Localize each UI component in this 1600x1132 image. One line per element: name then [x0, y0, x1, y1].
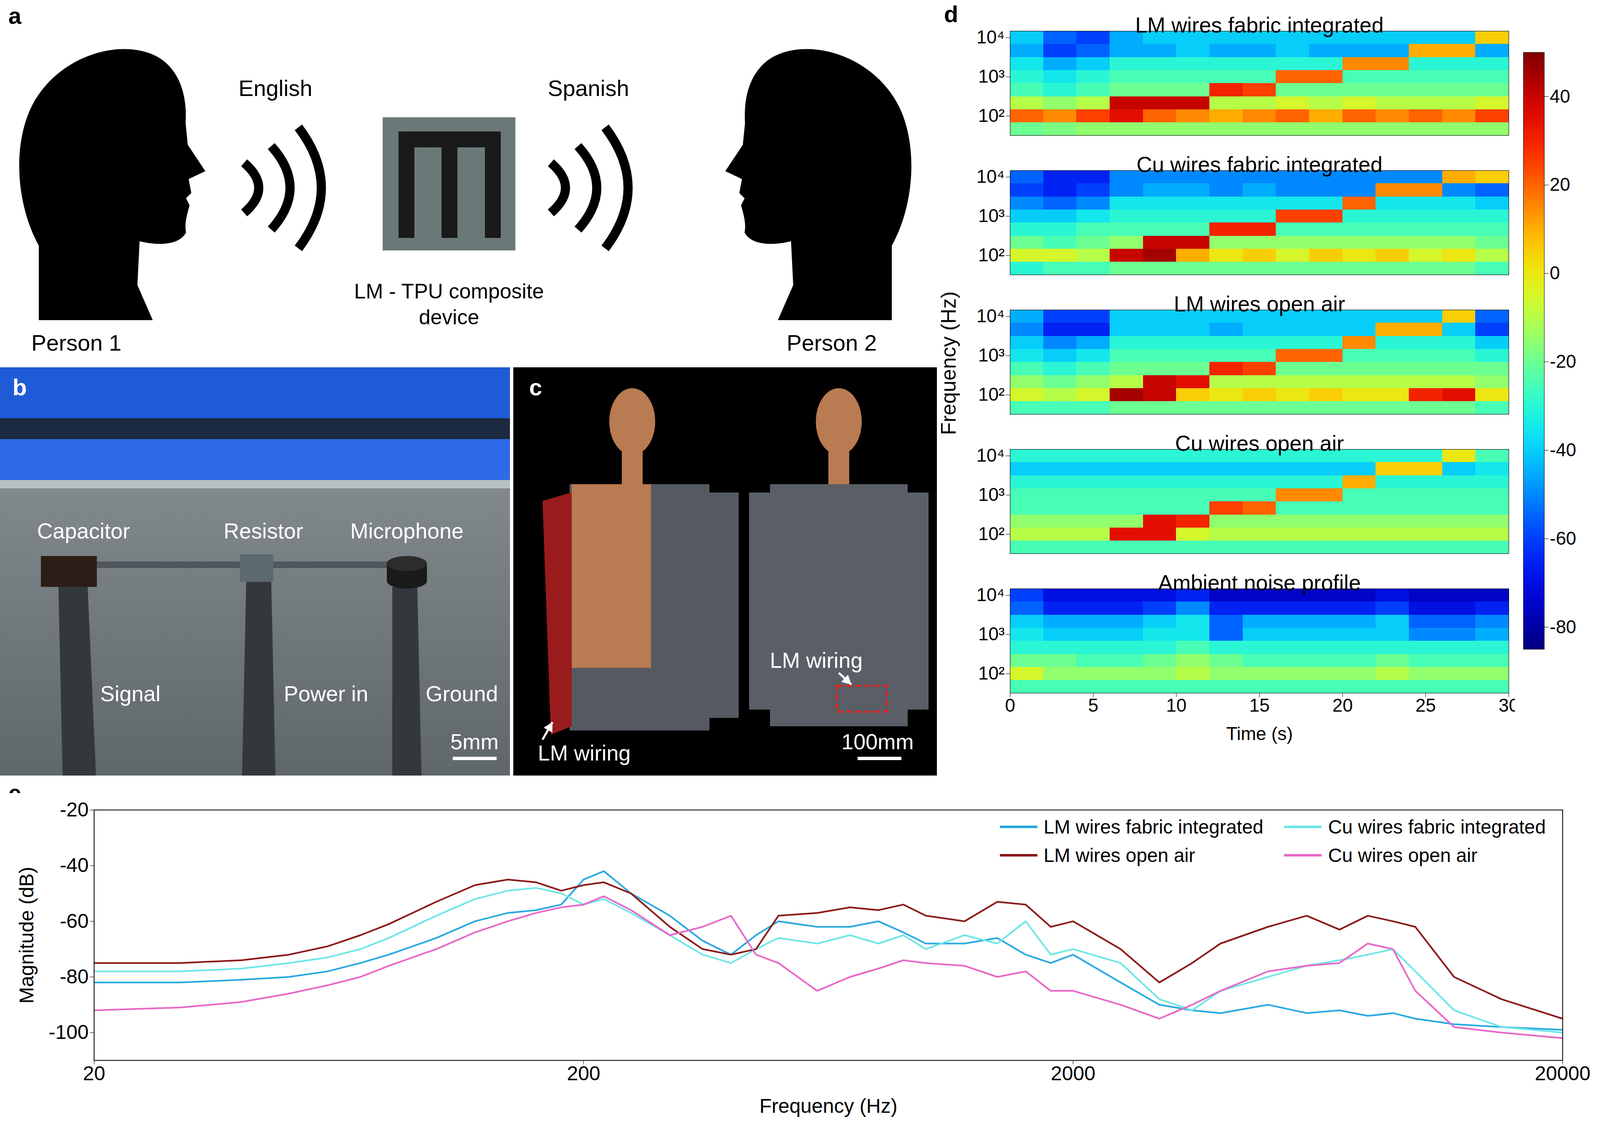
svg-text:-20: -20 [59, 798, 89, 821]
svg-text:10³: 10³ [978, 484, 1005, 505]
svg-text:10⁴: 10⁴ [976, 305, 1005, 326]
html-text:c: c [529, 373, 543, 401]
html-text:b: b [12, 373, 27, 401]
svg-text:LM - TPU compositedevice: LM - TPU compositedevice [354, 279, 545, 329]
svg-text:English: English [238, 75, 313, 101]
svg-text:LM wiring: LM wiring [537, 740, 631, 765]
svg-text:20: 20 [1332, 694, 1353, 716]
svg-text:5: 5 [1087, 694, 1098, 716]
svg-text:-20: -20 [1549, 350, 1577, 372]
html-text:a: a [8, 2, 22, 29]
svg-text:Cu wires open air: Cu wires open air [1175, 431, 1345, 456]
svg-text:10²: 10² [978, 105, 1005, 126]
svg-text:10³: 10³ [978, 344, 1005, 366]
svg-text:Magnitude (dB): Magnitude (dB) [15, 866, 38, 1004]
svg-text:20: 20 [1549, 174, 1571, 195]
svg-text:Person 1: Person 1 [31, 330, 122, 356]
svg-text:-60: -60 [59, 909, 89, 932]
svg-text:10²: 10² [978, 383, 1005, 405]
svg-text:25: 25 [1415, 694, 1436, 716]
html-text:e: e [8, 779, 22, 806]
svg-text:10: 10 [1165, 694, 1187, 716]
svg-text:0: 0 [1004, 694, 1015, 716]
svg-text:10²: 10² [978, 523, 1005, 544]
svg-text:Ground: Ground [425, 681, 498, 706]
svg-text:10⁴: 10⁴ [976, 26, 1005, 48]
svg-text:Frequency (Hz): Frequency (Hz) [938, 291, 961, 436]
svg-text:10³: 10³ [978, 65, 1005, 87]
html-text:Cu wires fabric integrated: Cu wires fabric integrated [1328, 815, 1546, 838]
svg-text:20: 20 [83, 1062, 106, 1085]
svg-text:10⁴: 10⁴ [976, 166, 1005, 187]
svg-text:15: 15 [1249, 694, 1270, 716]
svg-text:-40: -40 [1549, 439, 1577, 460]
svg-text:10³: 10³ [978, 205, 1005, 226]
svg-text:Resistor: Resistor [223, 518, 304, 543]
svg-text:20000: 20000 [1534, 1062, 1591, 1085]
svg-text:Spanish: Spanish [547, 75, 629, 101]
svg-text:Frequency (Hz): Frequency (Hz) [759, 1094, 898, 1117]
html-text:LM wires fabric integrated: LM wires fabric integrated [1043, 815, 1264, 838]
svg-text:Time (s): Time (s) [1226, 723, 1293, 744]
svg-text:100mm: 100mm [841, 729, 914, 754]
svg-text:Ambient noise profile: Ambient noise profile [1158, 570, 1361, 595]
html-text:d: d [943, 0, 959, 28]
svg-text:40: 40 [1549, 85, 1571, 107]
svg-text:10⁴: 10⁴ [976, 584, 1005, 605]
svg-text:2000: 2000 [1050, 1062, 1096, 1085]
svg-text:10²: 10² [978, 662, 1005, 684]
svg-text:Capacitor: Capacitor [37, 518, 131, 543]
svg-text:LM wires open air: LM wires open air [1173, 291, 1346, 316]
svg-text:10³: 10³ [978, 623, 1005, 644]
svg-text:200: 200 [566, 1062, 601, 1085]
svg-text:Person 2: Person 2 [786, 330, 877, 356]
svg-text:-60: -60 [1549, 527, 1577, 549]
svg-text:-40: -40 [59, 853, 89, 876]
svg-text:-80: -80 [59, 965, 89, 988]
svg-text:-80: -80 [1549, 616, 1577, 637]
svg-text:0: 0 [1549, 262, 1560, 283]
svg-text:Microphone: Microphone [350, 518, 464, 543]
html-text:Cu wires open air: Cu wires open air [1328, 844, 1478, 866]
svg-text:Signal: Signal [100, 681, 161, 706]
svg-text:Cu wires fabric integrated: Cu wires fabric integrated [1136, 152, 1383, 177]
svg-text:10⁴: 10⁴ [976, 444, 1005, 466]
svg-text:-100: -100 [48, 1020, 89, 1043]
svg-text:LM wiring: LM wiring [769, 648, 864, 673]
svg-text:Power in: Power in [283, 681, 369, 706]
html-text:LM wires open air: LM wires open air [1043, 844, 1196, 866]
svg-text:10²: 10² [978, 244, 1005, 265]
svg-text:5mm: 5mm [450, 729, 499, 754]
svg-text:30: 30 [1498, 694, 1515, 716]
svg-text:LM wires fabric integrated: LM wires fabric integrated [1135, 12, 1384, 38]
